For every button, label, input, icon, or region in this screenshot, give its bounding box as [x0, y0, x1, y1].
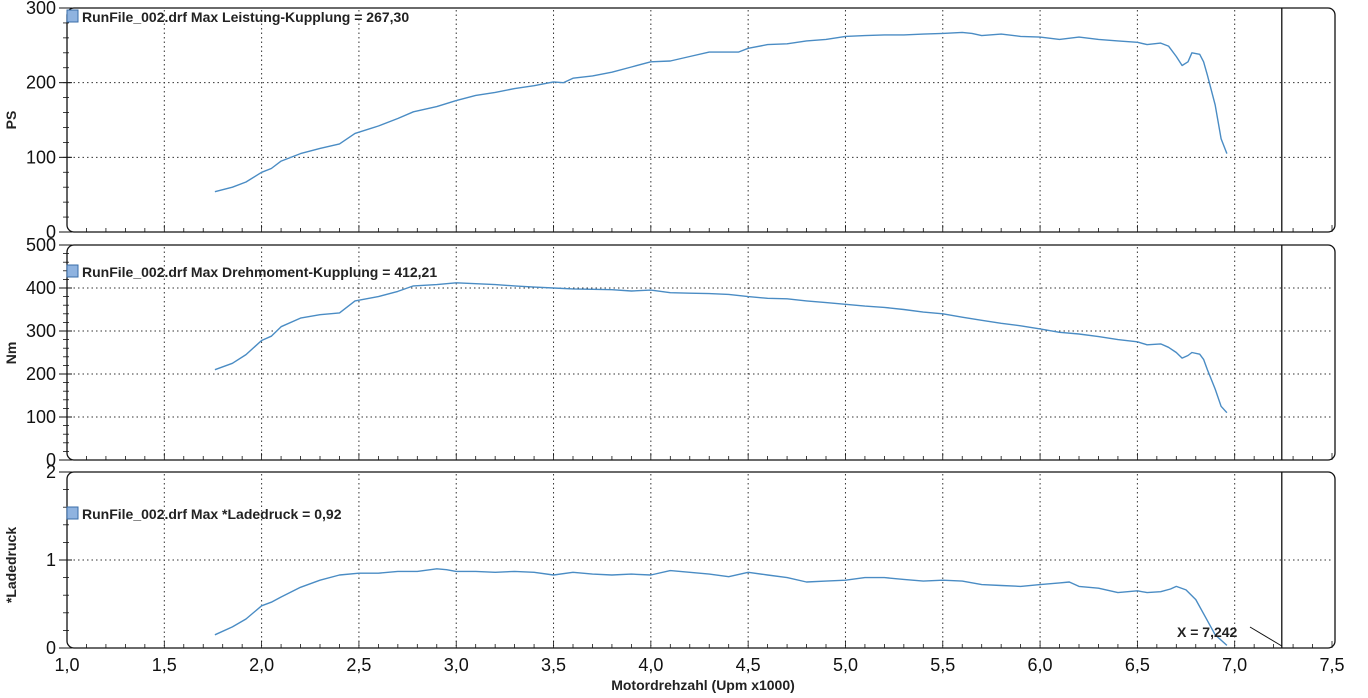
y-tick-label: 1: [46, 550, 56, 570]
y-tick-label: 0: [46, 450, 56, 470]
max-annotation: RunFile_002.drf Max Drehmoment-Kupplung …: [82, 264, 437, 280]
x-tick-label: 5,5: [930, 655, 955, 675]
x-tick-label: 3,5: [541, 655, 566, 675]
x-tick-label: 6,0: [1028, 655, 1053, 675]
cursor-leader-line: [1249, 626, 1283, 647]
y-tick-label: 200: [26, 364, 56, 384]
max-annotation: RunFile_002.drf Max Leistung-Kupplung = …: [82, 9, 409, 25]
x-tick-label: 4,0: [638, 655, 663, 675]
x-tick-label: 7,0: [1222, 655, 1247, 675]
x-tick-label: 1,5: [152, 655, 177, 675]
x-tick-label: 1,0: [54, 655, 79, 675]
y-tick-label: 0: [46, 222, 56, 242]
x-tick-label: 3,0: [444, 655, 469, 675]
y-tick-label: 0: [46, 638, 56, 658]
y-axis-label: *Ladedruck: [3, 527, 19, 603]
panel-1: 0 100 200 300 PS RunFile_002.drf Max Leistung…: [3, 0, 1336, 242]
x-tick-label: 2,0: [249, 655, 274, 675]
y-axis-label: Nm: [3, 342, 19, 365]
panel-2: 0 100 200 300 400 500 Nm RunFile_002.drf Max Dr…: [3, 235, 1336, 470]
y-axis-label: PS: [3, 111, 19, 130]
series-line: [214, 31, 1228, 193]
x-tick-label: 2,5: [346, 655, 371, 675]
plot-frame: [66, 244, 1336, 461]
y-tick-label: 500: [26, 235, 56, 255]
series-line: [214, 282, 1228, 414]
x-tick-label: 4,5: [736, 655, 761, 675]
x-tick-label: 7,5: [1319, 655, 1344, 675]
x-axis-label: Motordrehzahl (Upm x1000): [611, 677, 795, 693]
x-tick-label: 6,5: [1125, 655, 1150, 675]
series-line: [214, 568, 1228, 646]
legend-marker-icon: [66, 9, 79, 23]
y-tick-label: 300: [26, 321, 56, 341]
x-tick-label: 5,0: [833, 655, 858, 675]
y-tick-label: 200: [26, 73, 56, 93]
y-tick-label: 2: [46, 462, 56, 482]
y-tick-label: 100: [26, 407, 56, 427]
legend-marker-icon: [66, 264, 79, 278]
y-tick-label: 400: [26, 278, 56, 298]
plot-frame: [66, 7, 1336, 233]
y-tick-label: 300: [26, 0, 56, 18]
legend-marker-icon: [66, 506, 79, 520]
max-annotation: RunFile_002.drf Max *Ladedruck = 0,92: [82, 506, 342, 522]
panel-3: 0 1 2 *Ladedruck RunFile_002.drf Max *Ladedr…: [3, 462, 1336, 658]
cursor-readout: X = 7,242: [1177, 624, 1238, 640]
y-tick-label: 100: [26, 147, 56, 167]
